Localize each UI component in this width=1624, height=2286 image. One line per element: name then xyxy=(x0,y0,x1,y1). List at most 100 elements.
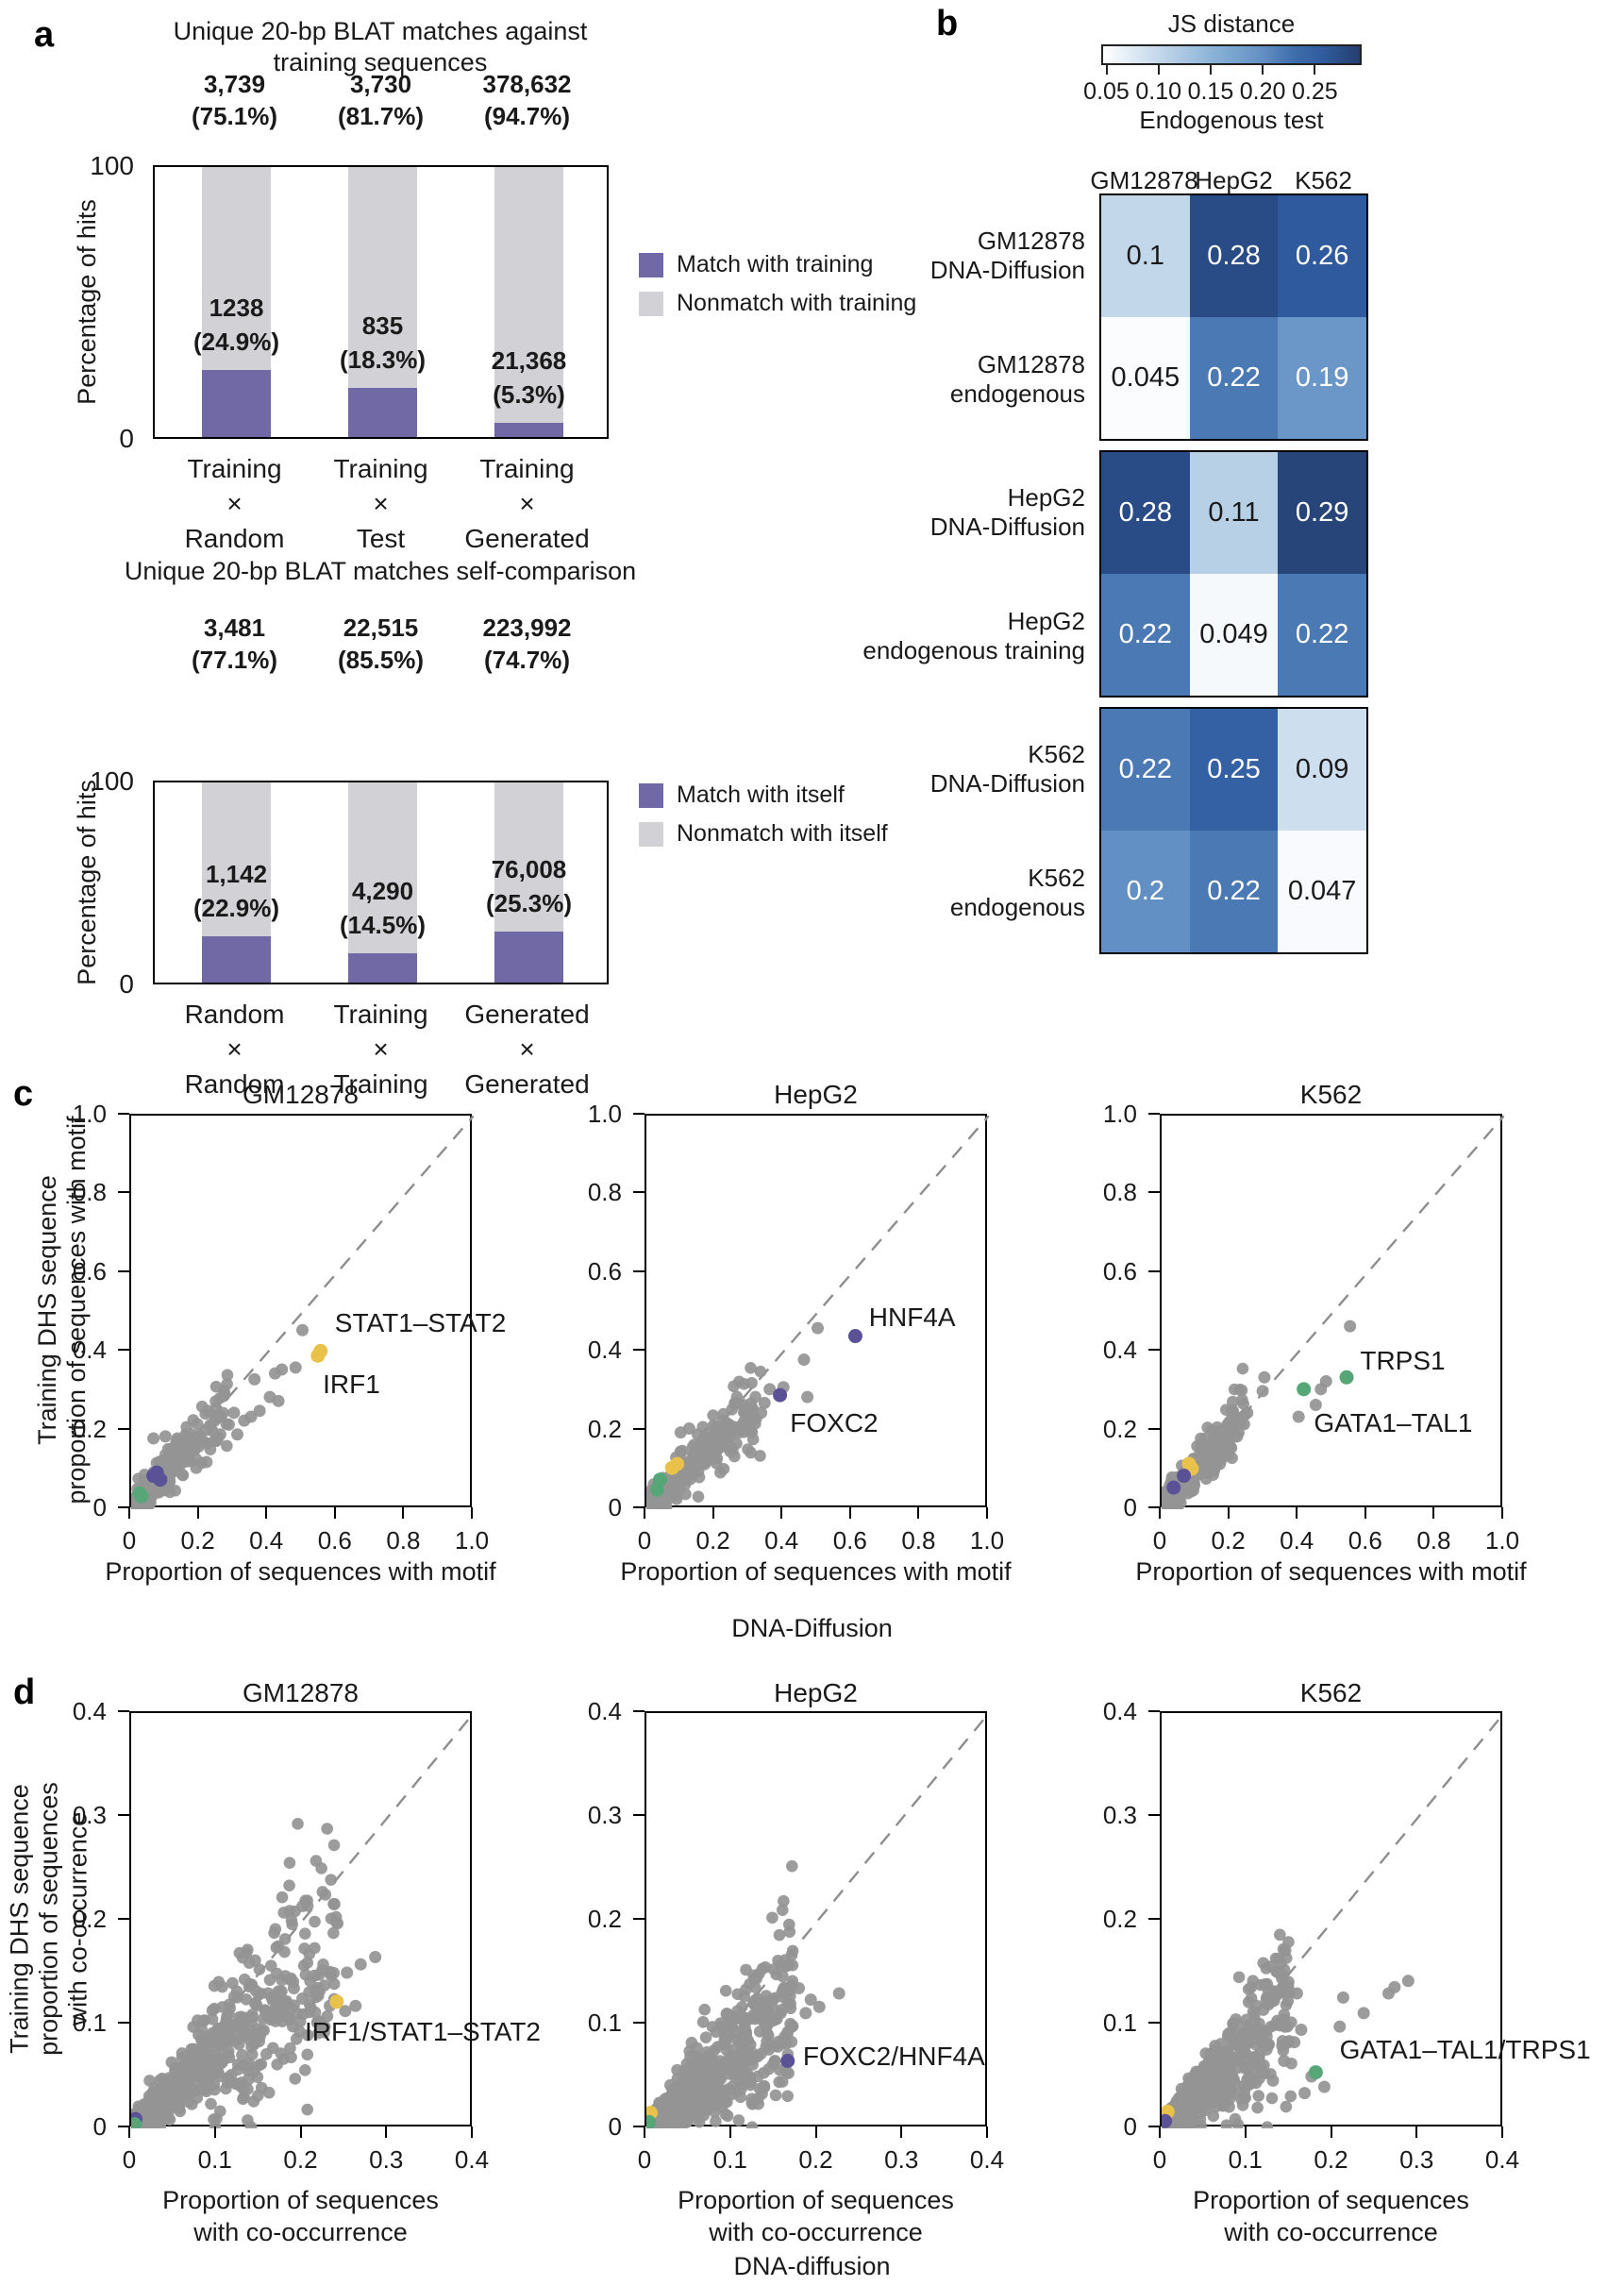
bar-category-label-line: × xyxy=(519,1034,535,1064)
bar-inner-label-line: 1,142 xyxy=(205,860,268,889)
bar-top-label: 3,730 (81.7%) xyxy=(338,68,424,132)
bar-segment-nonmatch xyxy=(494,167,563,423)
colorbar-tick-label: 0.05 xyxy=(1083,78,1130,105)
bar-inner-label-line: 1238 xyxy=(209,293,264,322)
x-tick-label: 0.2 xyxy=(1211,1526,1246,1555)
stacked-bar xyxy=(494,782,563,983)
legend-label: Nonmatch with training xyxy=(677,290,917,316)
y-tick xyxy=(118,1918,129,1920)
bar-top-label-line: (94.7%) xyxy=(483,102,571,130)
y-tick xyxy=(118,1349,129,1352)
heatmap-cell: 0.22 xyxy=(1101,574,1190,696)
x-tick-label: 0.8 xyxy=(1416,1526,1451,1555)
bar-segment-match xyxy=(202,936,271,983)
heatmap-block: 0.1 0.28 0.26 0.045 0.22 0.19 xyxy=(1099,193,1368,441)
panel-d-y-axis-label: Training DHS sequence proportion of seque… xyxy=(6,1782,93,2056)
x-tick xyxy=(1501,2126,1503,2138)
y-tick xyxy=(633,2126,645,2127)
x-tick xyxy=(986,1507,988,1519)
y-tick xyxy=(633,1506,645,1508)
bar-inner-label-line: (25.3%) xyxy=(485,889,573,918)
heatmap-cell: 0.22 xyxy=(1189,317,1279,439)
x-tick xyxy=(402,1507,405,1519)
x-tick xyxy=(712,1507,714,1519)
x-axis-label-line: with co-occurrence xyxy=(1224,2218,1438,2246)
bar-inner-label-line: (24.9%) xyxy=(193,327,280,356)
heatmap-cell: 0.049 xyxy=(1189,574,1279,696)
point-annotation: FOXC2/HNF4A xyxy=(802,2042,985,2072)
bar-segment-nonmatch xyxy=(348,782,417,954)
heatmap-row-label-line: endogenous training xyxy=(862,635,1085,664)
heatmap-column-header: HepG2 xyxy=(1195,166,1273,194)
y-tick xyxy=(1148,1427,1160,1430)
heatmap-row-label-line: GM12878 xyxy=(977,226,1085,255)
colorbar-tick-label: 0.10 xyxy=(1135,78,1182,105)
heatmap-row-label-line: DNA-Diffusion xyxy=(929,768,1085,798)
bar-category-label-line: Training xyxy=(333,1069,428,1099)
heatmap-block: 0.28 0.11 0.29 0.22 0.049 0.22 xyxy=(1099,450,1368,698)
bar-inner-label: 76,008 (25.3%) xyxy=(486,852,572,920)
point-annotation: TRPS1 xyxy=(1360,1345,1446,1375)
plot-area xyxy=(1160,1114,1504,1509)
heatmap-subtitle: Endogenous test xyxy=(1139,106,1324,134)
y-axis-label-line: Percentage of hits xyxy=(73,199,101,405)
plot-area xyxy=(645,1114,989,1509)
x-axis-label: Proportion of sequences with co-occurrenc… xyxy=(1193,2184,1469,2248)
y-tick xyxy=(1148,1191,1160,1194)
colorbar-tick xyxy=(1157,65,1160,75)
x-axis-label-line: Proportion of sequences with motif xyxy=(1135,1557,1527,1586)
y-tick-label: 0 xyxy=(92,1493,107,1521)
colorbar-tick xyxy=(1105,65,1108,75)
bar-inner-label-line: 4,290 xyxy=(351,877,414,906)
panel-c-y-axis-label: Training DHS sequence proportion of seque… xyxy=(33,1116,92,1504)
x-axis-label-line: Proportion of sequences xyxy=(678,2186,954,2214)
bar-inner-label: 1,142 (22.9%) xyxy=(193,857,279,925)
heatmap-row-label-line: DNA-Diffusion xyxy=(929,255,1085,284)
legend-item: Nonmatch with training xyxy=(639,290,916,317)
heatmap-row-label-line: endogenous xyxy=(949,378,1085,408)
heatmap-row-label: GM12878 DNA-Diffusion xyxy=(727,227,1085,285)
y-tick-label: 1.0 xyxy=(1102,1100,1137,1128)
bar-category-label: Training × Test xyxy=(333,451,427,556)
panel-c-footer-label: DNA-Diffusion xyxy=(731,1614,893,1642)
x-tick-label: 0.1 xyxy=(197,2145,232,2174)
x-tick xyxy=(1364,1507,1366,1519)
heatmap-row-label-line: HepG2 xyxy=(1007,482,1085,512)
y-tick-label: 0 xyxy=(119,969,134,999)
x-tick-label: 0.1 xyxy=(712,2145,747,2174)
colorbar-tick-label: 0.20 xyxy=(1239,78,1286,105)
colorbar-tick-label: 0.15 xyxy=(1187,78,1234,105)
y-tick-label: 0.6 xyxy=(1102,1256,1137,1286)
x-tick-label: 1.0 xyxy=(969,1526,1005,1555)
x-tick-label: 0.4 xyxy=(1484,2145,1520,2174)
y-tick xyxy=(1148,2126,1160,2127)
y-tick xyxy=(1148,1710,1160,1712)
heatmap-row-label-line: GM12878 xyxy=(977,349,1085,378)
bar-top-label-line: (77.1%) xyxy=(191,646,278,674)
bar-category-label-line: Test xyxy=(356,524,406,553)
legend-swatch xyxy=(639,821,663,847)
x-tick xyxy=(728,2126,731,2138)
point-annotation: IRF1/STAT1–STAT2 xyxy=(305,2016,542,2046)
scatter-title: GM12878 xyxy=(243,1080,359,1109)
bar-category-label-line: Random xyxy=(184,1069,285,1099)
y-tick-label: 0.1 xyxy=(587,2009,622,2037)
bar-category-label-line: Random xyxy=(184,524,285,553)
y-tick xyxy=(633,1710,645,1712)
x-tick xyxy=(1432,1507,1435,1519)
y-tick-label: 1.0 xyxy=(587,1100,622,1128)
y-tick xyxy=(1148,1814,1160,1816)
y-tick xyxy=(118,1814,129,1816)
y-tick-label: 0.4 xyxy=(72,1697,107,1725)
y-tick xyxy=(1148,1349,1160,1352)
y-tick xyxy=(633,2022,645,2024)
heatmap-cell: 0.25 xyxy=(1189,709,1279,831)
heatmap-row-label-line: DNA-Diffusion xyxy=(929,512,1085,541)
y-tick-label: 0 xyxy=(608,1493,622,1521)
x-tick-label: 0.4 xyxy=(454,2145,490,2174)
y-tick-label: 0.2 xyxy=(72,1905,107,1933)
heatmap-cell: 0.2 xyxy=(1101,831,1190,952)
bar-category-label-line: × xyxy=(373,489,389,518)
x-tick xyxy=(848,1507,851,1519)
y-tick-label: 1.0 xyxy=(72,1100,107,1128)
